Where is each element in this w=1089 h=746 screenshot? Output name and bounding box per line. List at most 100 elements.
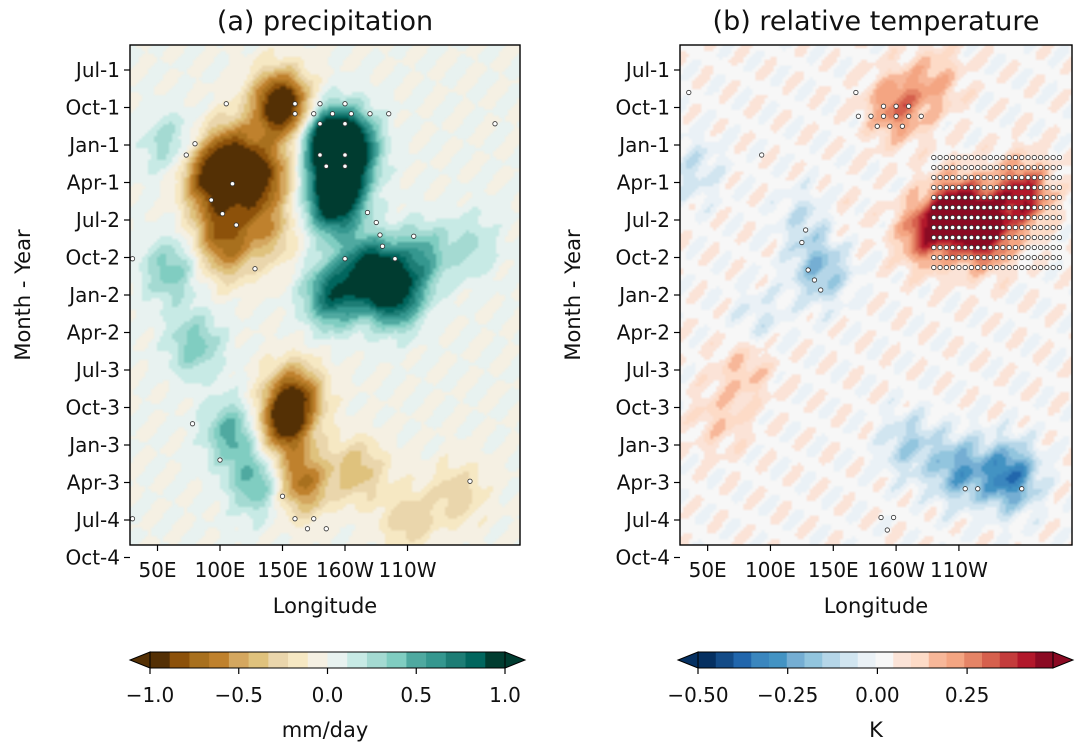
significance-dot <box>1050 154 1056 161</box>
significance-dot <box>1012 174 1019 181</box>
y-tick-label: Jul-4 <box>74 508 120 532</box>
significance-dot <box>937 244 943 251</box>
y-tick-label: Oct-4 <box>65 546 120 570</box>
colorbar-swatch <box>268 652 289 668</box>
significance-dot <box>884 527 890 533</box>
significance-dot <box>981 264 987 271</box>
significance-dot <box>987 234 993 241</box>
y-tick-label: Jul-3 <box>74 358 120 382</box>
significance-dot <box>803 227 809 233</box>
significance-dot <box>906 103 912 109</box>
significance-dot <box>950 194 956 201</box>
significance-dot <box>208 197 214 203</box>
significance-dot <box>994 234 1000 241</box>
colorbar-frame <box>697 651 1054 669</box>
significance-dot <box>956 244 962 251</box>
y-tick-label: Oct-3 <box>615 396 670 420</box>
significance-dot <box>1000 254 1006 261</box>
significance-dot <box>1025 264 1031 271</box>
significance-dot <box>1031 234 1037 241</box>
x-axis-label: Longitude <box>273 594 377 618</box>
y-tick-label: Oct-1 <box>65 96 120 120</box>
significance-dot <box>1056 214 1063 221</box>
significance-dot <box>987 184 993 191</box>
significance-dot <box>1037 254 1044 261</box>
significance-dot <box>975 224 981 231</box>
significance-dot <box>968 264 975 271</box>
significance-dot <box>981 184 987 191</box>
significance-dot <box>317 121 323 127</box>
colorbar-swatch <box>228 652 250 668</box>
significance-dot <box>950 244 956 251</box>
significance-dot <box>1056 264 1063 271</box>
significance-dot <box>943 224 949 231</box>
significance-dot <box>975 164 981 171</box>
significance-dot <box>811 277 818 283</box>
y-tick-label: Apr-2 <box>617 321 670 345</box>
x-tick-label: 150E <box>808 558 859 582</box>
significance-dot <box>937 264 943 271</box>
significance-dot <box>1006 214 1012 221</box>
y-tick-label: Jul-2 <box>624 208 670 232</box>
colorbar-swatch <box>248 652 269 668</box>
significance-dot <box>937 204 943 211</box>
y-tick-label: Jul-1 <box>624 58 670 82</box>
significance-dot <box>1031 164 1037 171</box>
significance-dot <box>304 526 311 532</box>
chart-panel-temperature: (b) relative temperature Jul-1 Oct-1 Jan-1 A… <box>561 6 1075 742</box>
significance-dot <box>975 184 981 191</box>
significance-dot <box>890 514 897 521</box>
significance-dot <box>956 204 962 211</box>
significance-dot <box>943 194 949 201</box>
significance-dot <box>1012 234 1019 241</box>
significance-dot <box>1019 194 1025 201</box>
significance-dot <box>994 264 1000 271</box>
significance-dot <box>950 174 956 181</box>
colorbar-swatch <box>426 652 447 668</box>
significance-dot <box>1031 194 1037 201</box>
significance-dot <box>1044 164 1050 171</box>
significance-dot <box>1000 264 1006 271</box>
colorbar-swatch <box>804 652 823 668</box>
significance-dot <box>1019 154 1025 161</box>
significance-dot <box>1000 164 1006 171</box>
significance-dot <box>292 111 298 117</box>
significance-dot <box>956 234 962 241</box>
significance-dot <box>1037 244 1044 251</box>
significance-dot <box>1050 234 1056 241</box>
x-tick-label: 100E <box>745 558 796 582</box>
colorbar-swatch <box>715 652 734 668</box>
significance-dot <box>1037 224 1044 231</box>
significance-dot <box>937 224 943 231</box>
colorbar-extend-low <box>676 651 699 669</box>
colorbar-swatch <box>751 652 770 668</box>
significance-dot <box>1006 244 1012 251</box>
y-tick-label: Oct-4 <box>615 546 670 570</box>
colorbar-swatch <box>893 652 912 668</box>
significance-dot <box>1031 264 1037 271</box>
significance-dot <box>1056 184 1063 191</box>
significance-dot <box>1056 204 1063 211</box>
significance-dot <box>229 181 236 187</box>
significance-dot <box>968 254 975 261</box>
significance-dot <box>943 244 949 251</box>
significance-dot <box>950 224 956 231</box>
significance-dot <box>1012 214 1019 221</box>
y-tick-label: Jul-2 <box>74 208 120 232</box>
significance-dot <box>1006 154 1012 161</box>
significance-dot <box>943 154 949 161</box>
colorbar-swatch <box>875 652 894 668</box>
colorbar-label: K <box>869 718 884 742</box>
significance-dot <box>931 244 937 251</box>
significance-dot <box>994 164 1000 171</box>
x-tick-label: 50E <box>138 558 176 582</box>
significance-dot <box>189 421 196 427</box>
significance-dot <box>962 164 968 171</box>
significance-dot <box>943 234 949 241</box>
significance-dot <box>1025 224 1031 231</box>
significance-dot <box>975 234 981 241</box>
colorbar-swatch <box>288 652 309 668</box>
significance-dot <box>1019 204 1025 211</box>
y-axis-label: Month - Year <box>11 229 35 361</box>
significance-dot <box>1050 214 1056 221</box>
